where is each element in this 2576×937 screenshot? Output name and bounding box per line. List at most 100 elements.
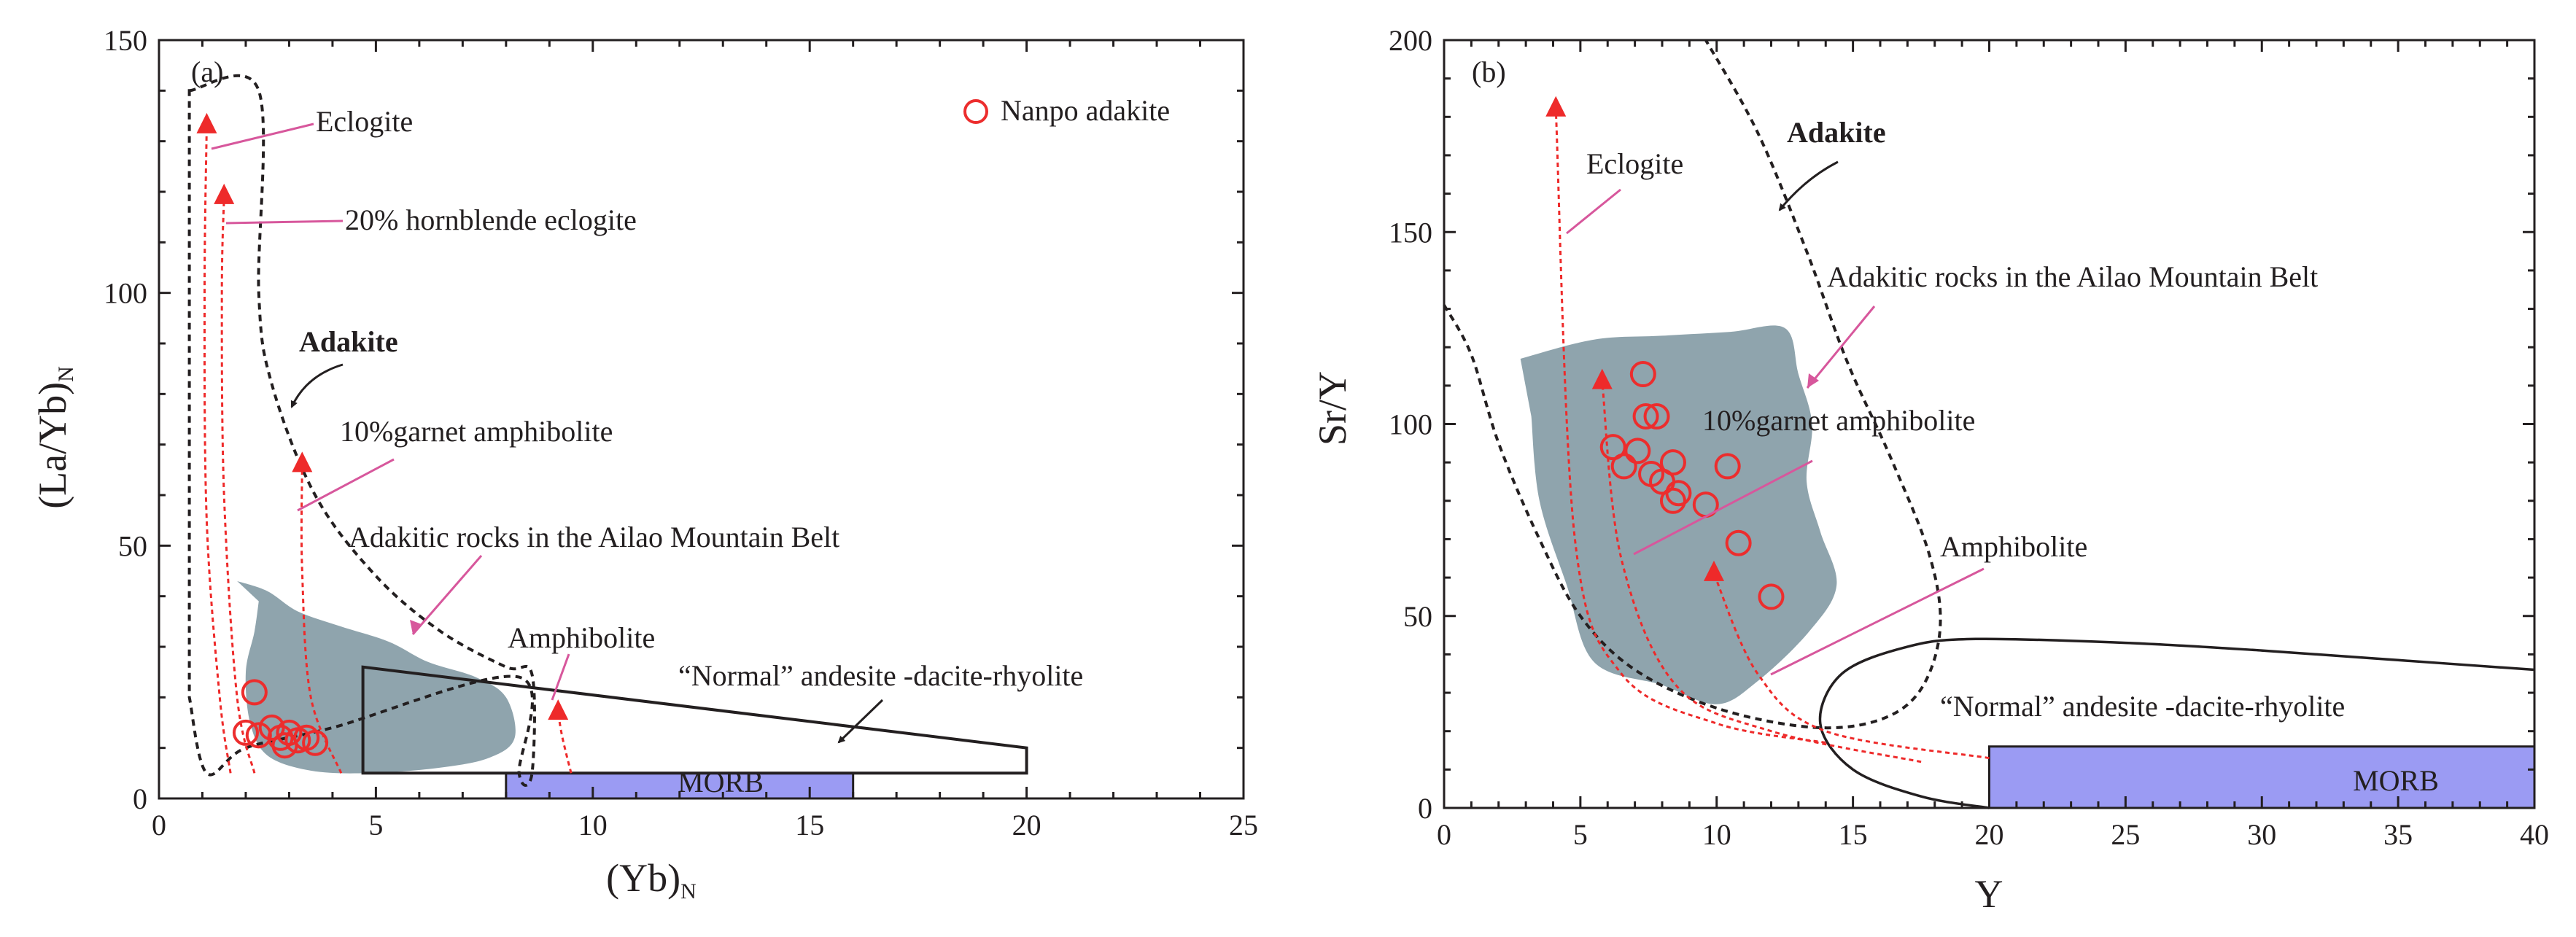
pointer-eclogite-b <box>1566 188 1621 235</box>
y-tick-label: 100 <box>1389 408 1432 441</box>
data-point <box>1624 438 1651 464</box>
x-tick-label: 0 <box>152 809 166 841</box>
trend-arrowhead-2 <box>292 451 313 473</box>
data-point <box>1714 453 1741 480</box>
trend-arrowhead-1 <box>214 183 235 204</box>
trend-arrowhead-1 <box>1591 368 1613 389</box>
data-point <box>1599 434 1626 461</box>
legend-marker-icon <box>963 99 988 124</box>
data-point <box>1643 403 1670 429</box>
y-tick-label: 0 <box>133 782 147 815</box>
annotation-adakite-b: Adakite <box>1787 116 1886 149</box>
panel-b-label: (b) <box>1472 55 1506 88</box>
x-tick-label: 20 <box>1975 818 2004 851</box>
annotation-morb-a: MORB <box>678 766 764 798</box>
plot-frame <box>158 39 1245 800</box>
trend-arrowhead-0 <box>196 112 217 133</box>
y-tick-label: 0 <box>1418 792 1432 825</box>
annotation-adakite-a: Adakite <box>299 325 398 358</box>
pointer-hornblende-a <box>225 219 344 225</box>
annotation-eclogite-a: Eclogite <box>316 105 413 138</box>
field-adakite-boundary <box>1443 39 1942 730</box>
x-tick-label: 5 <box>368 809 383 841</box>
y-tick-label: 50 <box>118 529 147 562</box>
y-tick-label: 50 <box>1403 600 1432 633</box>
panel-b-y-axis-title: Sr/Y <box>1311 371 1354 446</box>
data-point <box>1632 403 1659 429</box>
x-tick-label: 25 <box>2111 818 2140 851</box>
data-point <box>276 719 303 746</box>
panel-a-axes: 0 5 10 15 20 25 0 50 100 150 <box>104 24 1258 841</box>
panel-a-x-axis-title: (Yb)N <box>606 856 697 903</box>
x-tick-label: 10 <box>578 809 608 841</box>
annotation-amphibolite-b: Amphibolite <box>1940 530 2087 563</box>
data-point <box>241 679 268 706</box>
panel-a-label: (a) <box>191 55 223 88</box>
annotation-amphibolite-a: Amphibolite <box>508 621 655 654</box>
pointer-ailao-b-head <box>1807 373 1819 388</box>
data-point <box>1659 487 1686 514</box>
data-point <box>232 719 259 746</box>
field-ailao-adakitic-rocks <box>237 580 516 774</box>
annotation-garnet-amphibolite-a: 10%garnet amphibolite <box>340 415 613 448</box>
x-tick-label: 25 <box>1229 809 1258 841</box>
trend-arrowhead-3 <box>548 699 569 720</box>
annotation-ailao-a: Adakitic rocks in the Ailao Mountain Bel… <box>349 521 839 553</box>
trend-line-0 <box>203 125 232 774</box>
data-point <box>302 729 329 756</box>
field-normal-andesite-dacite-rhyolite <box>1818 637 2535 809</box>
y-tick-label: 100 <box>104 277 147 310</box>
data-point <box>271 732 298 759</box>
pointer-amphibolite-a <box>551 653 570 701</box>
panel-a-chart: 0 5 10 15 20 25 0 50 100 150 (Yb)N (La/Yb)N (a) N… <box>31 24 1258 903</box>
data-point <box>1665 480 1692 507</box>
x-tick-label: 0 <box>1437 818 1451 851</box>
x-tick-label: 40 <box>2520 818 2549 851</box>
pointer-garnet-b <box>1633 459 1813 556</box>
data-point <box>1629 361 1656 388</box>
pointer-amphibolite-b <box>1770 567 1985 676</box>
x-tick-label: 15 <box>795 809 824 841</box>
panel-b-axes: 0 5 10 15 20 25 30 35 40 0 50 100 150 200 <box>1389 24 2549 851</box>
pointer-normal-adr-a <box>837 699 884 744</box>
trend-arrowhead-2 <box>1704 560 1725 581</box>
panel-b-trends <box>1545 96 1990 763</box>
trend-line-2 <box>1712 573 1990 760</box>
annotation-normal-adr-a: “Normal” andesite -dacite-rhyolite <box>678 659 1083 692</box>
panel-a-data-points <box>232 679 329 759</box>
pointer-garnet-a <box>297 458 395 512</box>
panel-b-x-axis-title: Y <box>1975 872 2003 916</box>
data-point <box>1725 529 1752 556</box>
field-ailao-adakitic-rocks <box>1520 325 1837 704</box>
data-point <box>1610 453 1637 480</box>
trend-line-1 <box>220 196 256 774</box>
x-tick-label: 5 <box>1573 818 1588 851</box>
panel-b-fields <box>1443 39 2536 809</box>
field-adakite-boundary <box>187 74 536 788</box>
pointer-ailao-b <box>1806 306 1876 389</box>
x-tick-label: 10 <box>1702 818 1731 851</box>
trend-line-1 <box>1601 381 1922 763</box>
annotation-eclogite-b: Eclogite <box>1586 147 1683 180</box>
field-normal-andesite-dacite-rhyolite <box>361 665 1028 775</box>
y-tick-label: 150 <box>1389 216 1432 249</box>
panel-a-y-axis-title: (La/Yb)N <box>31 366 78 509</box>
pointer-adakite-a <box>290 363 344 408</box>
pointer-ailao-a-head <box>410 620 422 634</box>
annotation-morb-b: MORB <box>2353 764 2439 797</box>
x-tick-label: 15 <box>1839 818 1868 851</box>
data-point <box>1758 583 1785 610</box>
y-tick-label: 150 <box>104 24 147 57</box>
x-tick-label: 20 <box>1012 809 1041 841</box>
annotation-normal-adr-b: “Normal” andesite -dacite-rhyolite <box>1940 690 2345 723</box>
x-tick-label: 30 <box>2247 818 2276 851</box>
annotation-ailao-b: Adakitic rocks in the Ailao Mountain Bel… <box>1827 260 2318 293</box>
legend-label: Nanpo adakite <box>1001 94 1170 127</box>
trend-line-3 <box>556 712 573 774</box>
data-point <box>1659 449 1686 476</box>
trend-line-0 <box>1554 109 1826 744</box>
annotation-hornblende-eclogite-a: 20% hornblende eclogite <box>345 203 637 236</box>
pointer-adakite-b <box>1778 160 1839 211</box>
